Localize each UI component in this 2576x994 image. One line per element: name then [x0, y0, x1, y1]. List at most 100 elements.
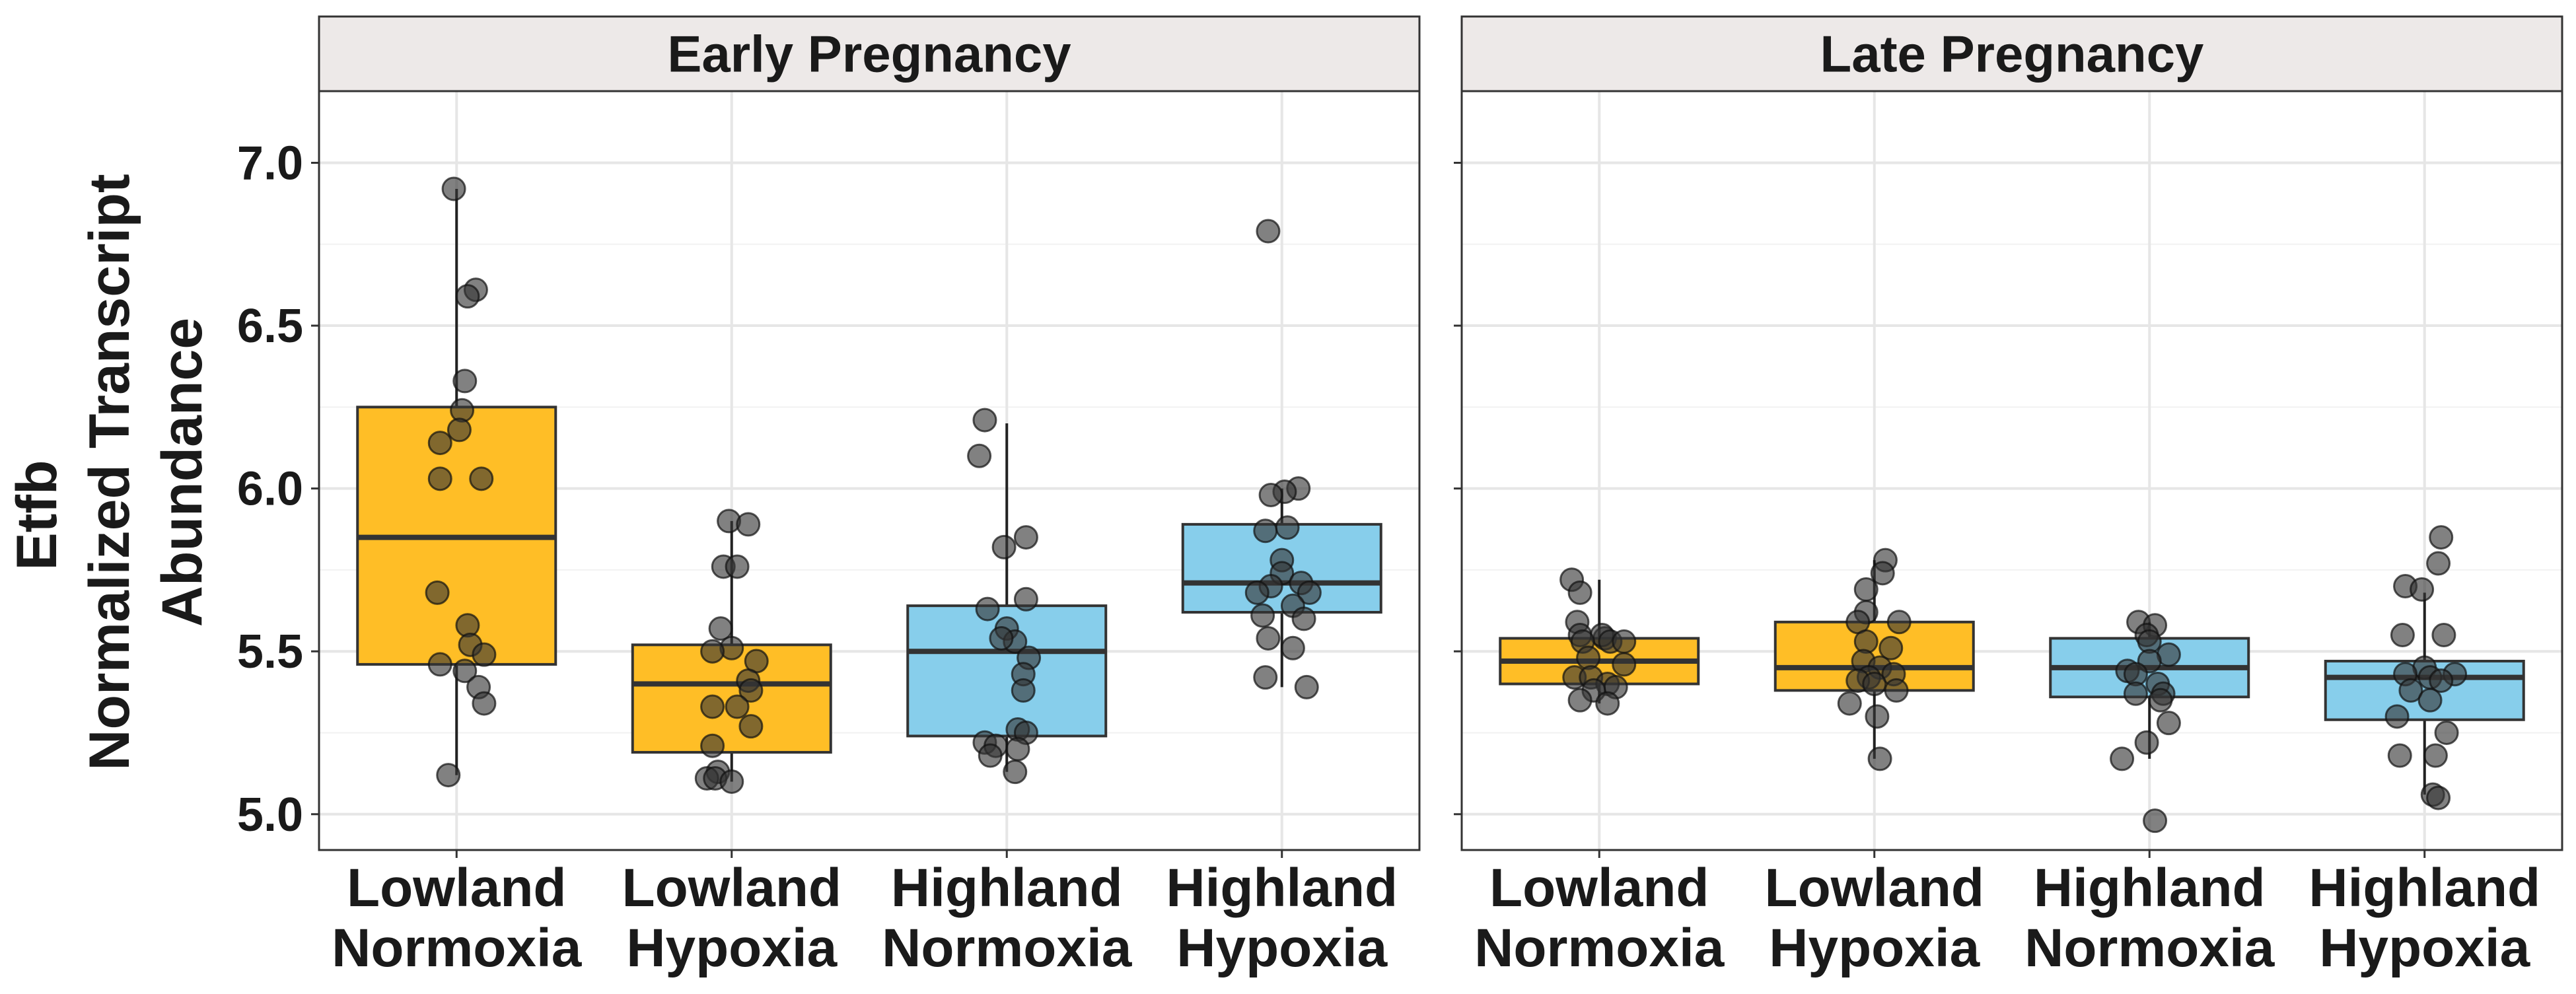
data-point — [972, 408, 997, 433]
boxplot-1-1 — [356, 176, 557, 788]
data-point — [427, 431, 452, 456]
data-point — [1867, 746, 1892, 771]
data-point — [1250, 603, 1275, 628]
data-point — [2429, 668, 2454, 693]
x-tick-label-line-1: Lowland — [622, 858, 841, 918]
x-tick-label-line-2: Hypoxia — [1769, 918, 1980, 978]
panel-1: Early PregnancyLowlandNormoxiaLowlandHyp… — [237, 15, 1421, 978]
data-point — [700, 694, 725, 719]
data-point — [1853, 577, 1878, 602]
data-point — [1013, 525, 1038, 550]
boxplot-2-2 — [1773, 548, 1975, 771]
data-point — [1258, 482, 1283, 507]
data-point — [427, 466, 452, 491]
data-point — [1005, 736, 1030, 762]
data-point — [2434, 720, 2459, 745]
data-point — [1595, 691, 1620, 716]
boxplot-2-4 — [2324, 525, 2525, 810]
data-point — [2123, 681, 2148, 706]
data-point — [472, 691, 497, 716]
data-point — [1297, 580, 1322, 605]
data-point — [2423, 743, 2448, 768]
data-point — [2390, 623, 2415, 648]
data-point — [2417, 688, 2443, 713]
data-point — [1256, 219, 1281, 244]
data-point — [978, 743, 1003, 768]
data-point — [1878, 635, 1904, 660]
data-point — [2387, 743, 2412, 768]
data-point — [1862, 672, 1887, 697]
data-point — [2426, 551, 2451, 576]
y-tick-label: 6.0 — [237, 463, 303, 516]
data-point — [1275, 515, 1300, 540]
x-tick-label-line-2: Normoxia — [882, 918, 1133, 978]
data-point — [1612, 629, 1637, 654]
x-tick-label-line-2: Hypoxia — [2319, 918, 2530, 978]
data-point — [452, 369, 478, 394]
data-point — [725, 554, 750, 579]
data-point — [2429, 525, 2454, 550]
data-point — [967, 443, 992, 468]
data-point — [991, 534, 1017, 559]
data-point — [2110, 746, 2135, 771]
data-point — [1886, 610, 1912, 635]
data-point — [2384, 704, 2410, 729]
boxplot-2-1 — [1499, 567, 1700, 716]
boxplot-1-2 — [631, 509, 832, 794]
x-tick-label-line-2: Hypoxia — [1176, 918, 1388, 978]
data-point — [1612, 652, 1637, 677]
data-point — [1003, 760, 1028, 785]
y-tick-label: 5.5 — [237, 625, 303, 678]
data-point — [425, 580, 450, 605]
data-point — [2426, 785, 2451, 810]
data-point — [447, 417, 472, 443]
data-point — [1837, 691, 1862, 716]
panels-layer: Early PregnancyLowlandNormoxiaLowlandHyp… — [237, 15, 2563, 978]
boxplot-2-3 — [2049, 610, 2250, 834]
data-point — [441, 176, 466, 201]
y-axis-title: Etfb Normalized Transcript Abundance — [5, 174, 214, 770]
data-point — [1253, 665, 1278, 690]
x-tick-label-line-1: Highland — [891, 858, 1123, 918]
data-point — [719, 769, 744, 794]
y-axis-title-line-3: Abundance — [151, 318, 214, 627]
data-point — [1013, 586, 1038, 612]
x-tick-label-line-1: Highland — [2034, 858, 2266, 918]
panel-background — [1462, 91, 2562, 850]
data-point — [1256, 625, 1281, 651]
data-point — [1011, 678, 1036, 703]
x-tick-label-line-1: Highland — [2308, 858, 2540, 918]
x-tick-label-line-2: Normoxia — [1474, 918, 1725, 978]
x-tick-label-line-2: Normoxia — [2024, 918, 2275, 978]
data-point — [708, 616, 733, 641]
data-point — [427, 652, 452, 677]
data-point — [455, 284, 480, 309]
data-point — [2134, 730, 2159, 755]
panel-2: Late PregnancyLowlandNormoxiaLowlandHypo… — [1454, 15, 2563, 978]
panel-title: Early Pregnancy — [667, 25, 1071, 83]
data-point — [2398, 678, 2423, 703]
panel-strip — [318, 15, 1421, 92]
data-point — [725, 694, 750, 719]
x-tick-label-line-1: Lowland — [347, 858, 567, 918]
data-point — [989, 625, 1014, 651]
data-point — [738, 714, 764, 739]
data-point — [1253, 518, 1278, 544]
panel-strip — [1460, 15, 2563, 92]
x-tick-label-line-1: Highland — [1166, 858, 1398, 918]
x-tick-label-line-1: Lowland — [1764, 858, 1984, 918]
boxplot-1-4 — [1181, 219, 1382, 699]
data-point — [469, 466, 494, 491]
data-point — [2148, 688, 2173, 713]
data-point — [1280, 635, 1305, 660]
data-point — [700, 639, 725, 664]
x-tick-label-line-1: Lowland — [1489, 858, 1709, 918]
data-point — [1567, 688, 1592, 713]
data-point — [1865, 704, 1890, 729]
data-point — [1244, 580, 1270, 605]
data-point — [2431, 623, 2456, 648]
data-point — [736, 512, 761, 537]
x-tick-label-line-2: Hypoxia — [626, 918, 838, 978]
